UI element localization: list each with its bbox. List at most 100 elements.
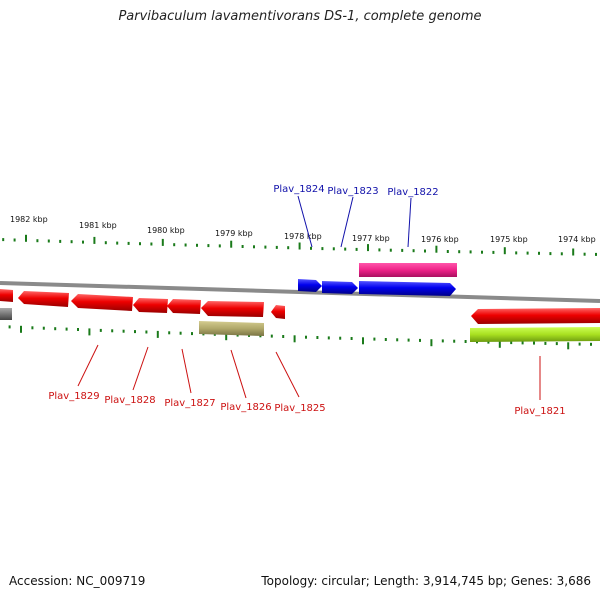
outer-tick-minor bbox=[70, 240, 73, 244]
scale-label-1977: 1977 kbp bbox=[352, 234, 390, 243]
outer-tick-minor bbox=[424, 249, 426, 253]
outer-tick-major bbox=[298, 242, 301, 250]
genome-backbone bbox=[0, 281, 600, 303]
genome-summary-text: Topology: circular; Length: 3,914,745 bp… bbox=[261, 574, 591, 588]
label-plav-1829[interactable]: Plav_1829 bbox=[48, 391, 99, 402]
gene-partial-left[interactable] bbox=[0, 289, 13, 302]
inner-tick-minor bbox=[487, 340, 490, 344]
label-plav-1824[interactable]: Plav_1824 bbox=[273, 184, 324, 195]
outer-tick-major bbox=[572, 248, 575, 256]
gene-plav-1826a[interactable] bbox=[167, 299, 201, 314]
outer-tick-minor bbox=[595, 252, 597, 256]
inner-tick-minor bbox=[533, 341, 535, 345]
gene-plav-1824[interactable] bbox=[298, 279, 322, 292]
scale-label-1975: 1975 kbp bbox=[490, 235, 528, 244]
leader-plav-1826 bbox=[230, 349, 247, 399]
inner-tick-minor bbox=[578, 342, 581, 346]
inner-tick-major bbox=[156, 330, 159, 338]
reverse-strand-features bbox=[0, 289, 600, 342]
scale-label-1982: 1982 kbp bbox=[10, 215, 48, 224]
inner-tick-minor bbox=[316, 336, 319, 339]
outer-tick-minor bbox=[560, 252, 563, 256]
outer-tick-minor bbox=[13, 238, 16, 242]
label-plav-1822[interactable]: Plav_1822 bbox=[387, 187, 438, 198]
outer-tick-minor bbox=[332, 247, 335, 251]
outer-tick-minor bbox=[412, 249, 415, 253]
feature-gray-left[interactable] bbox=[0, 308, 12, 320]
genome-title: Parvibaculum lavamentivorans DS-1, compl… bbox=[118, 9, 482, 24]
gene-plav-1823[interactable] bbox=[322, 281, 358, 294]
scale-label-1976: 1976 kbp bbox=[421, 235, 459, 244]
inner-tick-major bbox=[430, 339, 433, 347]
outer-tick-minor bbox=[378, 248, 381, 252]
label-plav-1828[interactable]: Plav_1828 bbox=[104, 395, 155, 406]
outer-tick-minor bbox=[583, 252, 586, 256]
outer-tick-minor bbox=[492, 250, 495, 254]
leader-plav-1827 bbox=[181, 348, 192, 394]
outer-tick-minor bbox=[150, 242, 153, 246]
outer-tick-minor bbox=[2, 238, 5, 242]
gene-plav-1826[interactable] bbox=[201, 301, 264, 317]
leader-plav-1828 bbox=[132, 346, 149, 391]
outer-tick-minor bbox=[310, 246, 312, 250]
inner-tick-minor bbox=[168, 331, 171, 335]
inner-tick-minor bbox=[590, 342, 592, 346]
outer-tick-major bbox=[503, 247, 506, 255]
feature-olive[interactable] bbox=[199, 321, 264, 336]
leader-plav-1823 bbox=[340, 196, 354, 248]
outer-tick-minor bbox=[59, 239, 62, 243]
label-plav-1825[interactable]: Plav_1825 bbox=[274, 403, 325, 414]
outer-tick-minor bbox=[275, 245, 278, 249]
outer-tick-minor bbox=[82, 240, 84, 244]
gene-plav-1821[interactable] bbox=[471, 308, 600, 324]
outer-tick-minor bbox=[469, 250, 472, 254]
outer-tick-major bbox=[25, 234, 27, 242]
top-gene-labels: Plav_1824 Plav_1823 Plav_1822 bbox=[273, 184, 439, 248]
outer-tick-minor bbox=[196, 243, 198, 247]
inner-tick-minor bbox=[464, 340, 467, 343]
outer-tick-minor bbox=[116, 241, 119, 245]
gene-plav-1828[interactable] bbox=[71, 294, 133, 311]
outer-tick-minor bbox=[538, 251, 540, 255]
forward-strand-features bbox=[298, 263, 457, 296]
inner-tick-minor bbox=[453, 339, 456, 343]
outer-tick-minor bbox=[355, 247, 358, 251]
inner-tick-minor bbox=[282, 335, 285, 338]
inner-tick-minor bbox=[327, 336, 330, 340]
inner-tick-minor bbox=[42, 326, 45, 330]
outer-tick-minor bbox=[389, 248, 392, 252]
gene-plav-1829[interactable] bbox=[18, 291, 69, 307]
label-plav-1823[interactable]: Plav_1823 bbox=[327, 186, 378, 197]
label-plav-1821[interactable]: Plav_1821 bbox=[514, 406, 565, 417]
outer-tick-minor bbox=[549, 252, 552, 256]
scale-label-1978: 1978 kbp bbox=[284, 232, 322, 241]
inner-tick-minor bbox=[373, 337, 376, 341]
inner-tick-minor bbox=[339, 336, 342, 340]
inner-tick-major bbox=[567, 342, 570, 350]
gene-plav-1827[interactable] bbox=[133, 298, 168, 313]
inner-tick-minor bbox=[441, 339, 444, 343]
gene-plav-1822[interactable] bbox=[359, 281, 456, 296]
leader-plav-1825 bbox=[275, 351, 300, 398]
label-plav-1827[interactable]: Plav_1827 bbox=[164, 398, 215, 409]
scale-labels: 1982 kbp 1981 kbp 1980 kbp 1979 kbp 1978… bbox=[10, 215, 596, 244]
gene-plav-1825[interactable] bbox=[271, 305, 285, 319]
inner-tick-minor bbox=[510, 341, 513, 345]
feature-magenta[interactable] bbox=[359, 263, 457, 277]
outer-tick-minor bbox=[446, 250, 449, 253]
inner-tick-minor bbox=[179, 331, 182, 335]
outer-tick-minor bbox=[481, 250, 483, 254]
outer-tick-minor bbox=[458, 250, 461, 254]
outer-tick-minor bbox=[207, 244, 210, 248]
feature-lime[interactable] bbox=[470, 327, 600, 342]
inner-tick-minor bbox=[134, 330, 136, 334]
label-plav-1826[interactable]: Plav_1826 bbox=[220, 402, 271, 413]
inner-tick-major bbox=[225, 333, 228, 341]
inner-tick-minor bbox=[270, 334, 273, 338]
inner-tick-major bbox=[88, 328, 91, 336]
outer-tick-minor bbox=[47, 239, 50, 243]
inner-tick-minor bbox=[407, 338, 410, 342]
outer-tick-minor bbox=[139, 242, 141, 246]
